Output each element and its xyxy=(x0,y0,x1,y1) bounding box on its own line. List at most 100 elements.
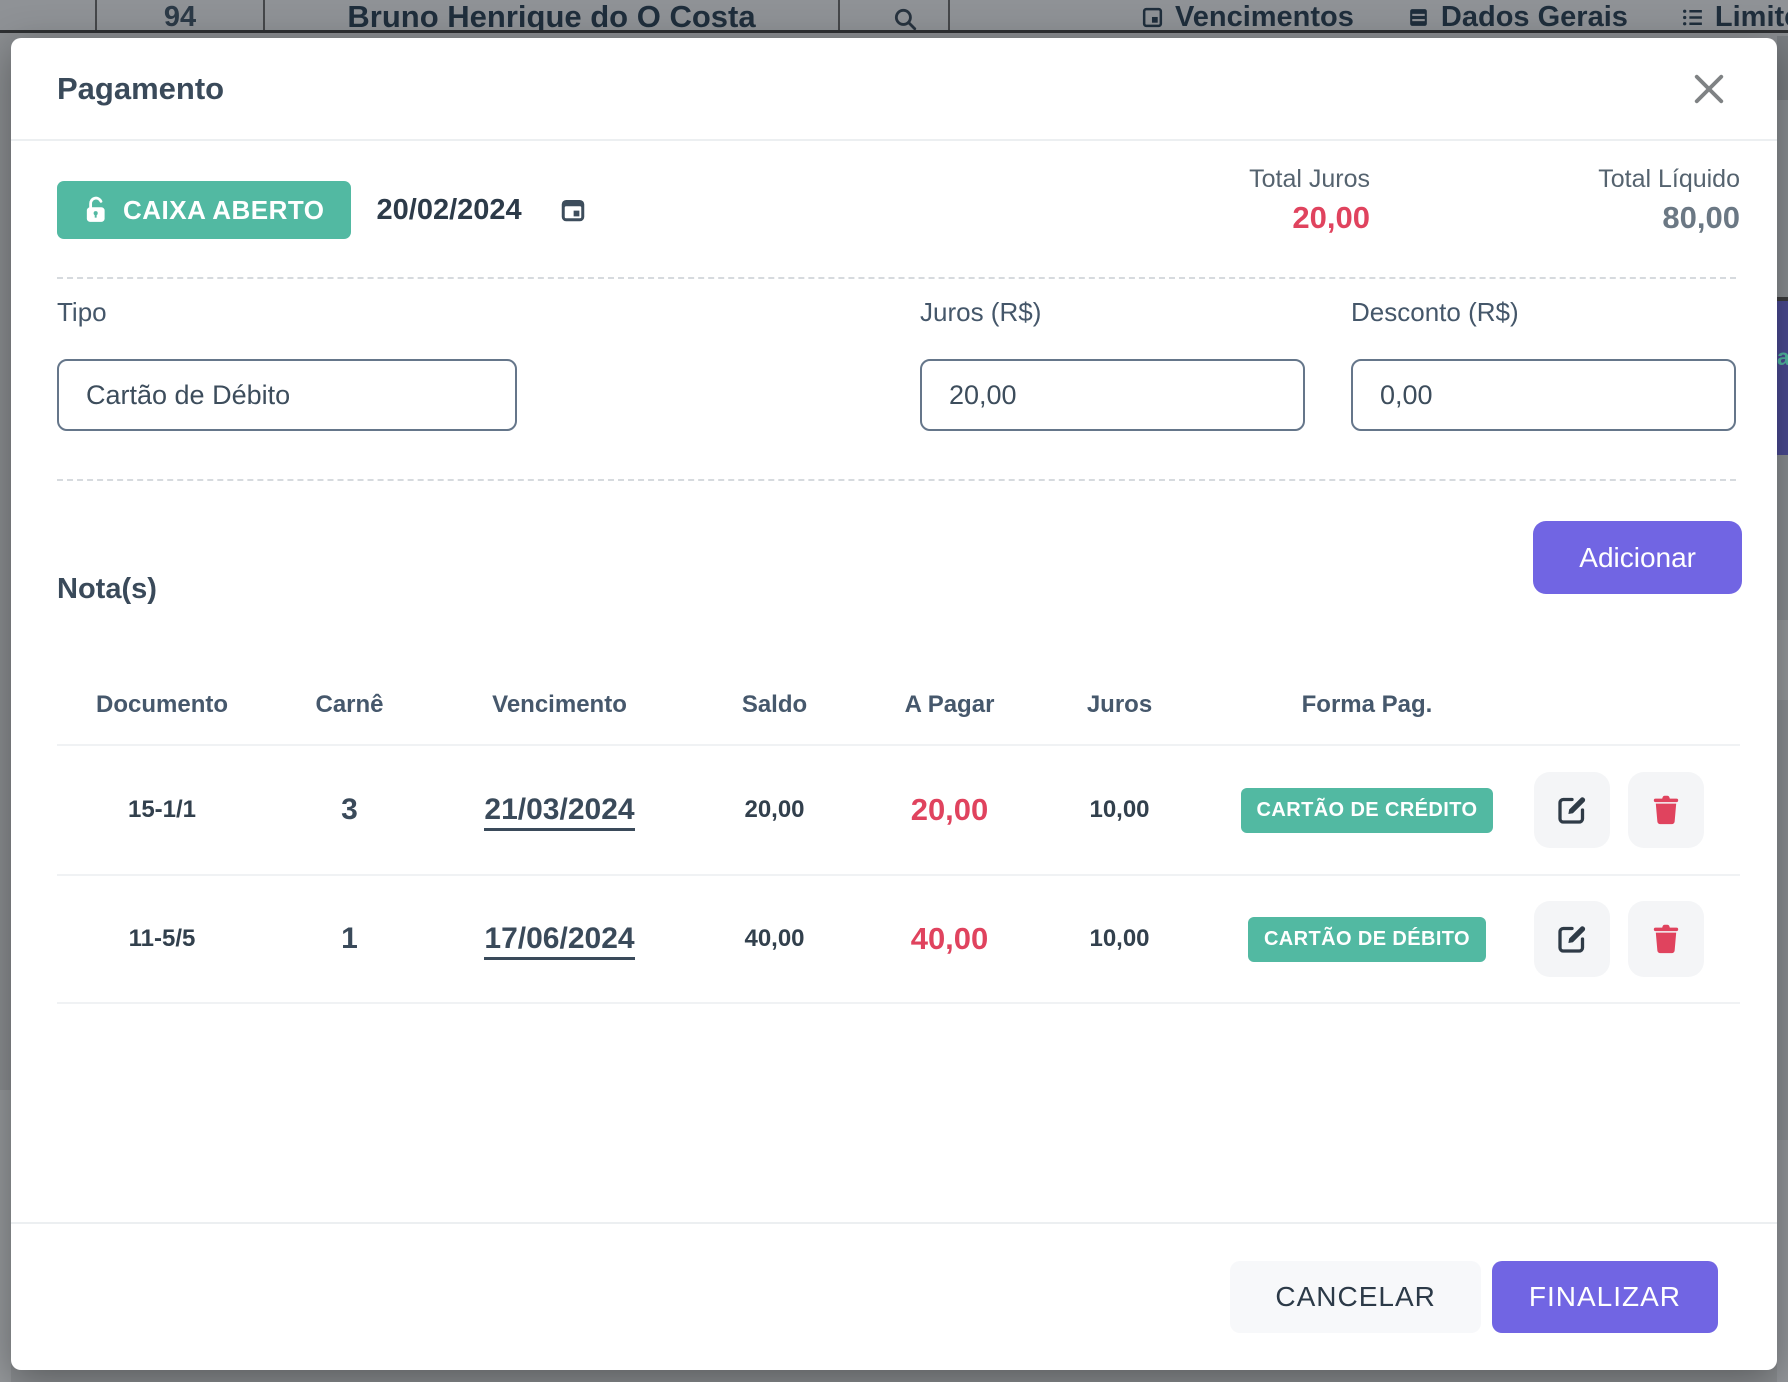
total-juros-block: Total Juros 20,00 xyxy=(1230,165,1370,236)
table-row: 15-1/1 3 21/03/2024 20,00 20,00 10,00 CA… xyxy=(57,744,1740,874)
vencimento-link[interactable]: 21/03/2024 xyxy=(484,793,635,831)
database-icon xyxy=(1410,8,1427,26)
notes-heading: Nota(s) xyxy=(57,573,157,605)
cell-saldo: 40,00 xyxy=(744,925,805,952)
col-juros: Juros xyxy=(1086,691,1153,718)
forma-pag-badge: CARTÃO DE CRÉDITO xyxy=(1240,787,1494,833)
total-liquido-value: 80,00 xyxy=(1662,200,1740,235)
edit-button[interactable] xyxy=(1534,772,1610,848)
edit-button[interactable] xyxy=(1534,901,1610,977)
desconto-label: Desconto (R$) xyxy=(1351,297,1519,327)
search-icon[interactable] xyxy=(862,0,948,30)
delete-button[interactable] xyxy=(1628,901,1704,977)
tab-label: Vencimentos xyxy=(1175,0,1354,33)
col-documento: Documento xyxy=(96,691,228,718)
total-liquido-label: Total Líquido xyxy=(1598,165,1740,193)
cell-a-pagar: 40,00 xyxy=(910,921,989,956)
tipo-field: Tipo xyxy=(57,297,517,431)
background-sliver xyxy=(0,1090,11,1382)
col-forma-pag: Forma Pag. xyxy=(1301,691,1433,718)
customer-name-cell: Bruno Henrique do O Costa xyxy=(347,0,756,33)
col-vencimento: Vencimento xyxy=(492,691,627,718)
total-juros-value: 20,00 xyxy=(1292,200,1370,235)
cell-documento: 15-1/1 xyxy=(127,796,197,823)
table-row: 11-5/5 1 17/06/2024 40,00 40,00 10,00 CA… xyxy=(57,874,1740,1004)
background-button-fragment: a xyxy=(1777,301,1788,455)
finalizar-button[interactable]: FINALIZAR xyxy=(1491,1261,1718,1333)
row-id-cell: 94 xyxy=(163,0,197,33)
delete-button[interactable] xyxy=(1628,772,1704,848)
vencimento-link[interactable]: 17/06/2024 xyxy=(484,922,635,960)
background-sliver xyxy=(1777,700,1788,1140)
status-left: CAIXA ABERTO 20/02/2024 xyxy=(57,181,588,239)
trash-icon xyxy=(1653,924,1679,954)
background-tabs: Vencimentos Dados Gerais Limites e S xyxy=(1140,0,1788,33)
calendar-icon xyxy=(561,200,584,222)
divider xyxy=(95,0,97,30)
modal-title: Pagamento xyxy=(57,70,225,106)
background-sliver xyxy=(1777,455,1788,620)
notes-section-header: Adicionar Nota(s) xyxy=(11,481,1777,666)
cash-date: 20/02/2024 xyxy=(376,193,522,226)
background-sliver xyxy=(1777,100,1788,297)
badge-label: CAIXA ABERTO xyxy=(123,194,325,225)
background-sliver xyxy=(1777,1140,1788,1382)
cell-carne: 1 xyxy=(341,922,358,955)
tipo-select[interactable] xyxy=(57,359,517,431)
tab-dados-gerais[interactable]: Dados Gerais xyxy=(1406,0,1628,33)
trash-icon xyxy=(1653,795,1679,825)
edit-icon xyxy=(1558,797,1586,824)
notes-table: Documento Carnê Vencimento Saldo A Pagar… xyxy=(57,666,1740,1004)
modal-header: Pagamento xyxy=(11,38,1777,141)
payment-modal: Pagamento CAIXA ABERTO xyxy=(11,38,1777,1370)
close-button[interactable] xyxy=(1685,65,1733,113)
divider xyxy=(263,0,265,30)
table-header-row: Documento Carnê Vencimento Saldo A Pagar… xyxy=(57,666,1740,744)
desconto-input[interactable] xyxy=(1351,359,1736,431)
background-sliver xyxy=(1777,36,1788,100)
col-a-pagar: A Pagar xyxy=(904,691,995,718)
background-sliver xyxy=(1777,620,1788,700)
edit-icon xyxy=(1558,926,1586,953)
cell-a-pagar: 20,00 xyxy=(910,792,989,827)
cancelar-button[interactable]: CANCELAR xyxy=(1230,1261,1481,1333)
cell-juros: 10,00 xyxy=(1089,796,1150,823)
background-sliver xyxy=(0,36,11,1090)
background-table-row: 94 Bruno Henrique do O Costa Vencimentos xyxy=(0,0,1788,33)
dashed-divider xyxy=(57,277,1736,279)
cell-documento: 11-5/5 xyxy=(128,925,196,952)
background-sliver xyxy=(1777,297,1788,301)
payment-form: Tipo Juros (R$) Desconto (R$) xyxy=(11,279,1777,431)
tab-label: Dados Gerais xyxy=(1440,0,1628,33)
close-icon xyxy=(1694,74,1724,103)
status-row: CAIXA ABERTO 20/02/2024 Total Juros 20,0… xyxy=(11,141,1777,239)
modal-footer: CANCELAR FINALIZAR xyxy=(11,1222,1777,1370)
desconto-field: Desconto (R$) xyxy=(1351,297,1736,431)
total-juros-label: Total Juros xyxy=(1249,165,1370,193)
tab-limites[interactable]: Limites e S xyxy=(1680,0,1788,33)
total-liquido-block: Total Líquido 80,00 xyxy=(1575,165,1740,236)
tab-label: Limites e S xyxy=(1714,0,1788,33)
tab-vencimentos[interactable]: Vencimentos xyxy=(1140,0,1354,33)
edge-text-fragment: a xyxy=(1777,344,1788,370)
tipo-label: Tipo xyxy=(57,297,107,327)
caixa-aberto-badge[interactable]: CAIXA ABERTO xyxy=(57,181,351,239)
dashed-divider xyxy=(57,479,1736,481)
adicionar-button[interactable]: Adicionar xyxy=(1533,521,1742,594)
col-carne: Carnê xyxy=(315,691,384,718)
col-saldo: Saldo xyxy=(741,691,808,718)
cell-saldo: 20,00 xyxy=(744,796,805,823)
juros-label: Juros (R$) xyxy=(920,297,1042,327)
cell-carne: 3 xyxy=(341,793,358,826)
cell-juros: 10,00 xyxy=(1089,925,1150,952)
juros-field: Juros (R$) xyxy=(920,297,1305,431)
divider xyxy=(838,0,840,30)
totals: Total Juros 20,00 Total Líquido 80,00 xyxy=(1230,165,1740,236)
calendar-button[interactable] xyxy=(558,195,588,225)
divider xyxy=(948,0,950,30)
unlock-icon xyxy=(86,196,105,222)
calendar-check-icon xyxy=(1142,7,1163,27)
forma-pag-badge: CARTÃO DE DÉBITO xyxy=(1247,916,1487,962)
juros-input[interactable] xyxy=(920,359,1305,431)
